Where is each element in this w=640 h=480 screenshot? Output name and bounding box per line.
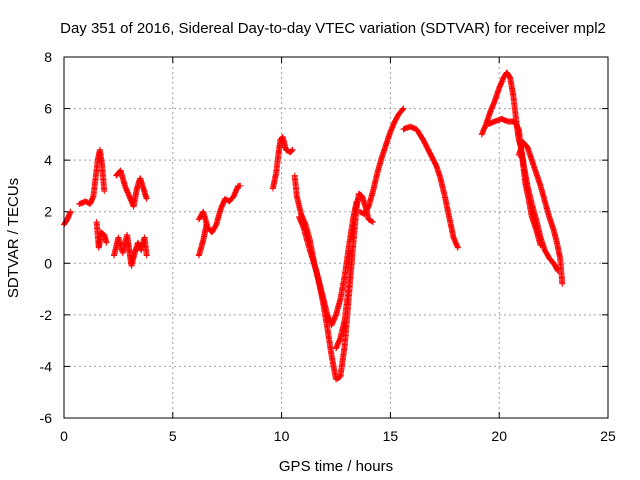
x-tick-label: 10 <box>274 428 290 444</box>
plot-frame <box>63 56 609 419</box>
y-tick-label: -2 <box>40 307 53 323</box>
x-tick-labels: 0 5 10 15 20 25 <box>60 428 616 444</box>
series-sdtvar <box>61 69 566 383</box>
y-tick-label: 8 <box>44 49 52 65</box>
x-tick-label: 5 <box>169 428 177 444</box>
data-markers <box>61 69 566 383</box>
x-tick-label: 15 <box>383 428 399 444</box>
x-tick-label: 20 <box>491 428 507 444</box>
y-tick-label: -6 <box>40 410 53 426</box>
plus-markers <box>61 69 566 383</box>
x-axis-label: GPS time / hours <box>279 458 393 475</box>
y-tick-label: 4 <box>44 152 52 168</box>
y-tick-label: -4 <box>40 358 53 374</box>
y-tick-label: 2 <box>44 204 52 220</box>
y-tick-labels: -6 -4 -2 0 2 4 6 8 <box>40 49 53 426</box>
chart-title: Day 351 of 2016, Sidereal Day-to-day VTE… <box>60 20 606 37</box>
y-tick-label: 0 <box>44 255 52 271</box>
x-tick-label: 25 <box>600 428 616 444</box>
x-tick-label: 0 <box>60 428 68 444</box>
y-axis-label: SDTVAR / TECUs <box>5 178 22 298</box>
y-tick-label: 6 <box>44 101 52 117</box>
